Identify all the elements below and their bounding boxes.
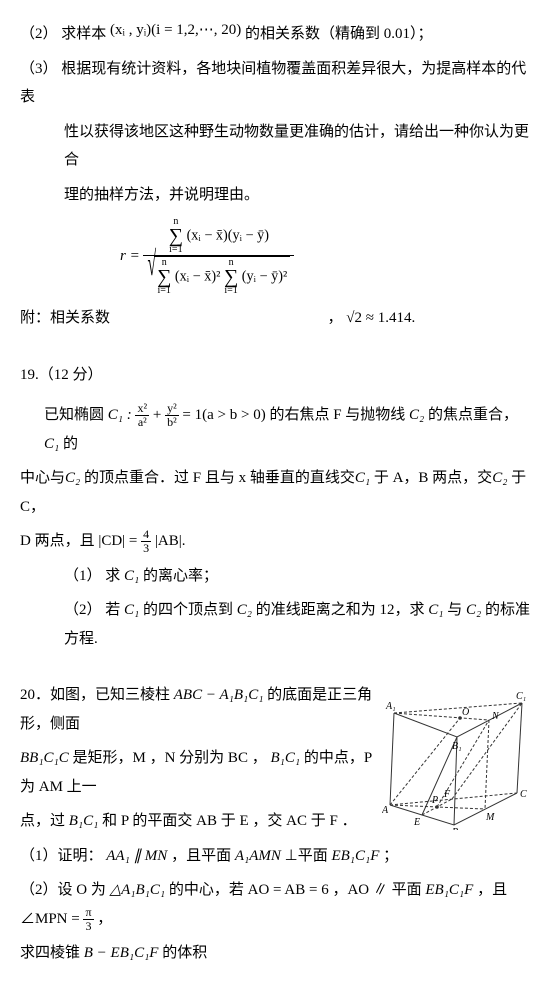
prefix: 附：相关系数: [20, 310, 110, 326]
svg-text:E: E: [413, 817, 420, 828]
svg-text:B: B: [452, 827, 458, 830]
comma: ，: [328, 310, 343, 326]
question-part-2: （2） 求样本 (xᵢ , yᵢ)(i = 1,2,⋯, 20) 的相关系数（精…: [20, 16, 532, 49]
svg-text:N: N: [491, 711, 500, 722]
prism-diagram: A₁ C₁ B₁ O N P A E F B M C: [382, 685, 532, 830]
svg-text:M: M: [485, 812, 495, 823]
svg-text:C₁: C₁: [516, 691, 526, 702]
text: 求样本: [61, 26, 106, 42]
question-part-3: （3） 根据现有统计资料，各地块间植物覆盖面积差异很大，为提高样本的代表: [20, 55, 532, 112]
correlation-formula: r = n∑i=1 (xᵢ − x̄)(yᵢ − ȳ) √ n∑i=1 (xᵢ …: [20, 217, 532, 296]
r-equals: r =: [120, 248, 140, 264]
math-expr: (xᵢ , yᵢ)(i = 1,2,⋯, 20): [110, 22, 241, 38]
question-20: A₁ C₁ B₁ O N P A E F B M C 20．如图，已知三棱柱 A…: [20, 681, 532, 968]
question-19: 19.（12 分） 已知椭圆 C₁ : x²a² + y²b² = 1(a > …: [20, 361, 532, 654]
text: 根据现有统计资料，各地块间植物覆盖面积差异很大，为提高样本的代表: [20, 61, 526, 106]
q19-header: 19.（12 分）: [20, 361, 532, 390]
svg-text:B₁: B₁: [452, 741, 462, 752]
sqrt2-approx: √2 ≈ 1.414: [346, 310, 411, 326]
text: 的相关系数（精确到 0.01）；: [245, 26, 433, 42]
svg-text:C: C: [520, 789, 527, 800]
svg-text:F: F: [443, 789, 451, 800]
svg-text:A: A: [382, 805, 389, 816]
svg-text:O: O: [462, 707, 469, 718]
label: （3）: [20, 61, 58, 77]
svg-text:P: P: [431, 795, 438, 806]
formula-footnote: 附：相关系数 ， √2 ≈ 1.414.: [20, 304, 532, 333]
question-part-3-line2: 性以获得该地区这种野生动物数量更准确的估计，请给出一种你认为更合: [20, 118, 532, 175]
svg-text:A₁: A₁: [385, 701, 396, 712]
label: （2）: [20, 26, 58, 42]
question-part-3-line3: 理的抽样方法，并说明理由。: [20, 181, 532, 210]
